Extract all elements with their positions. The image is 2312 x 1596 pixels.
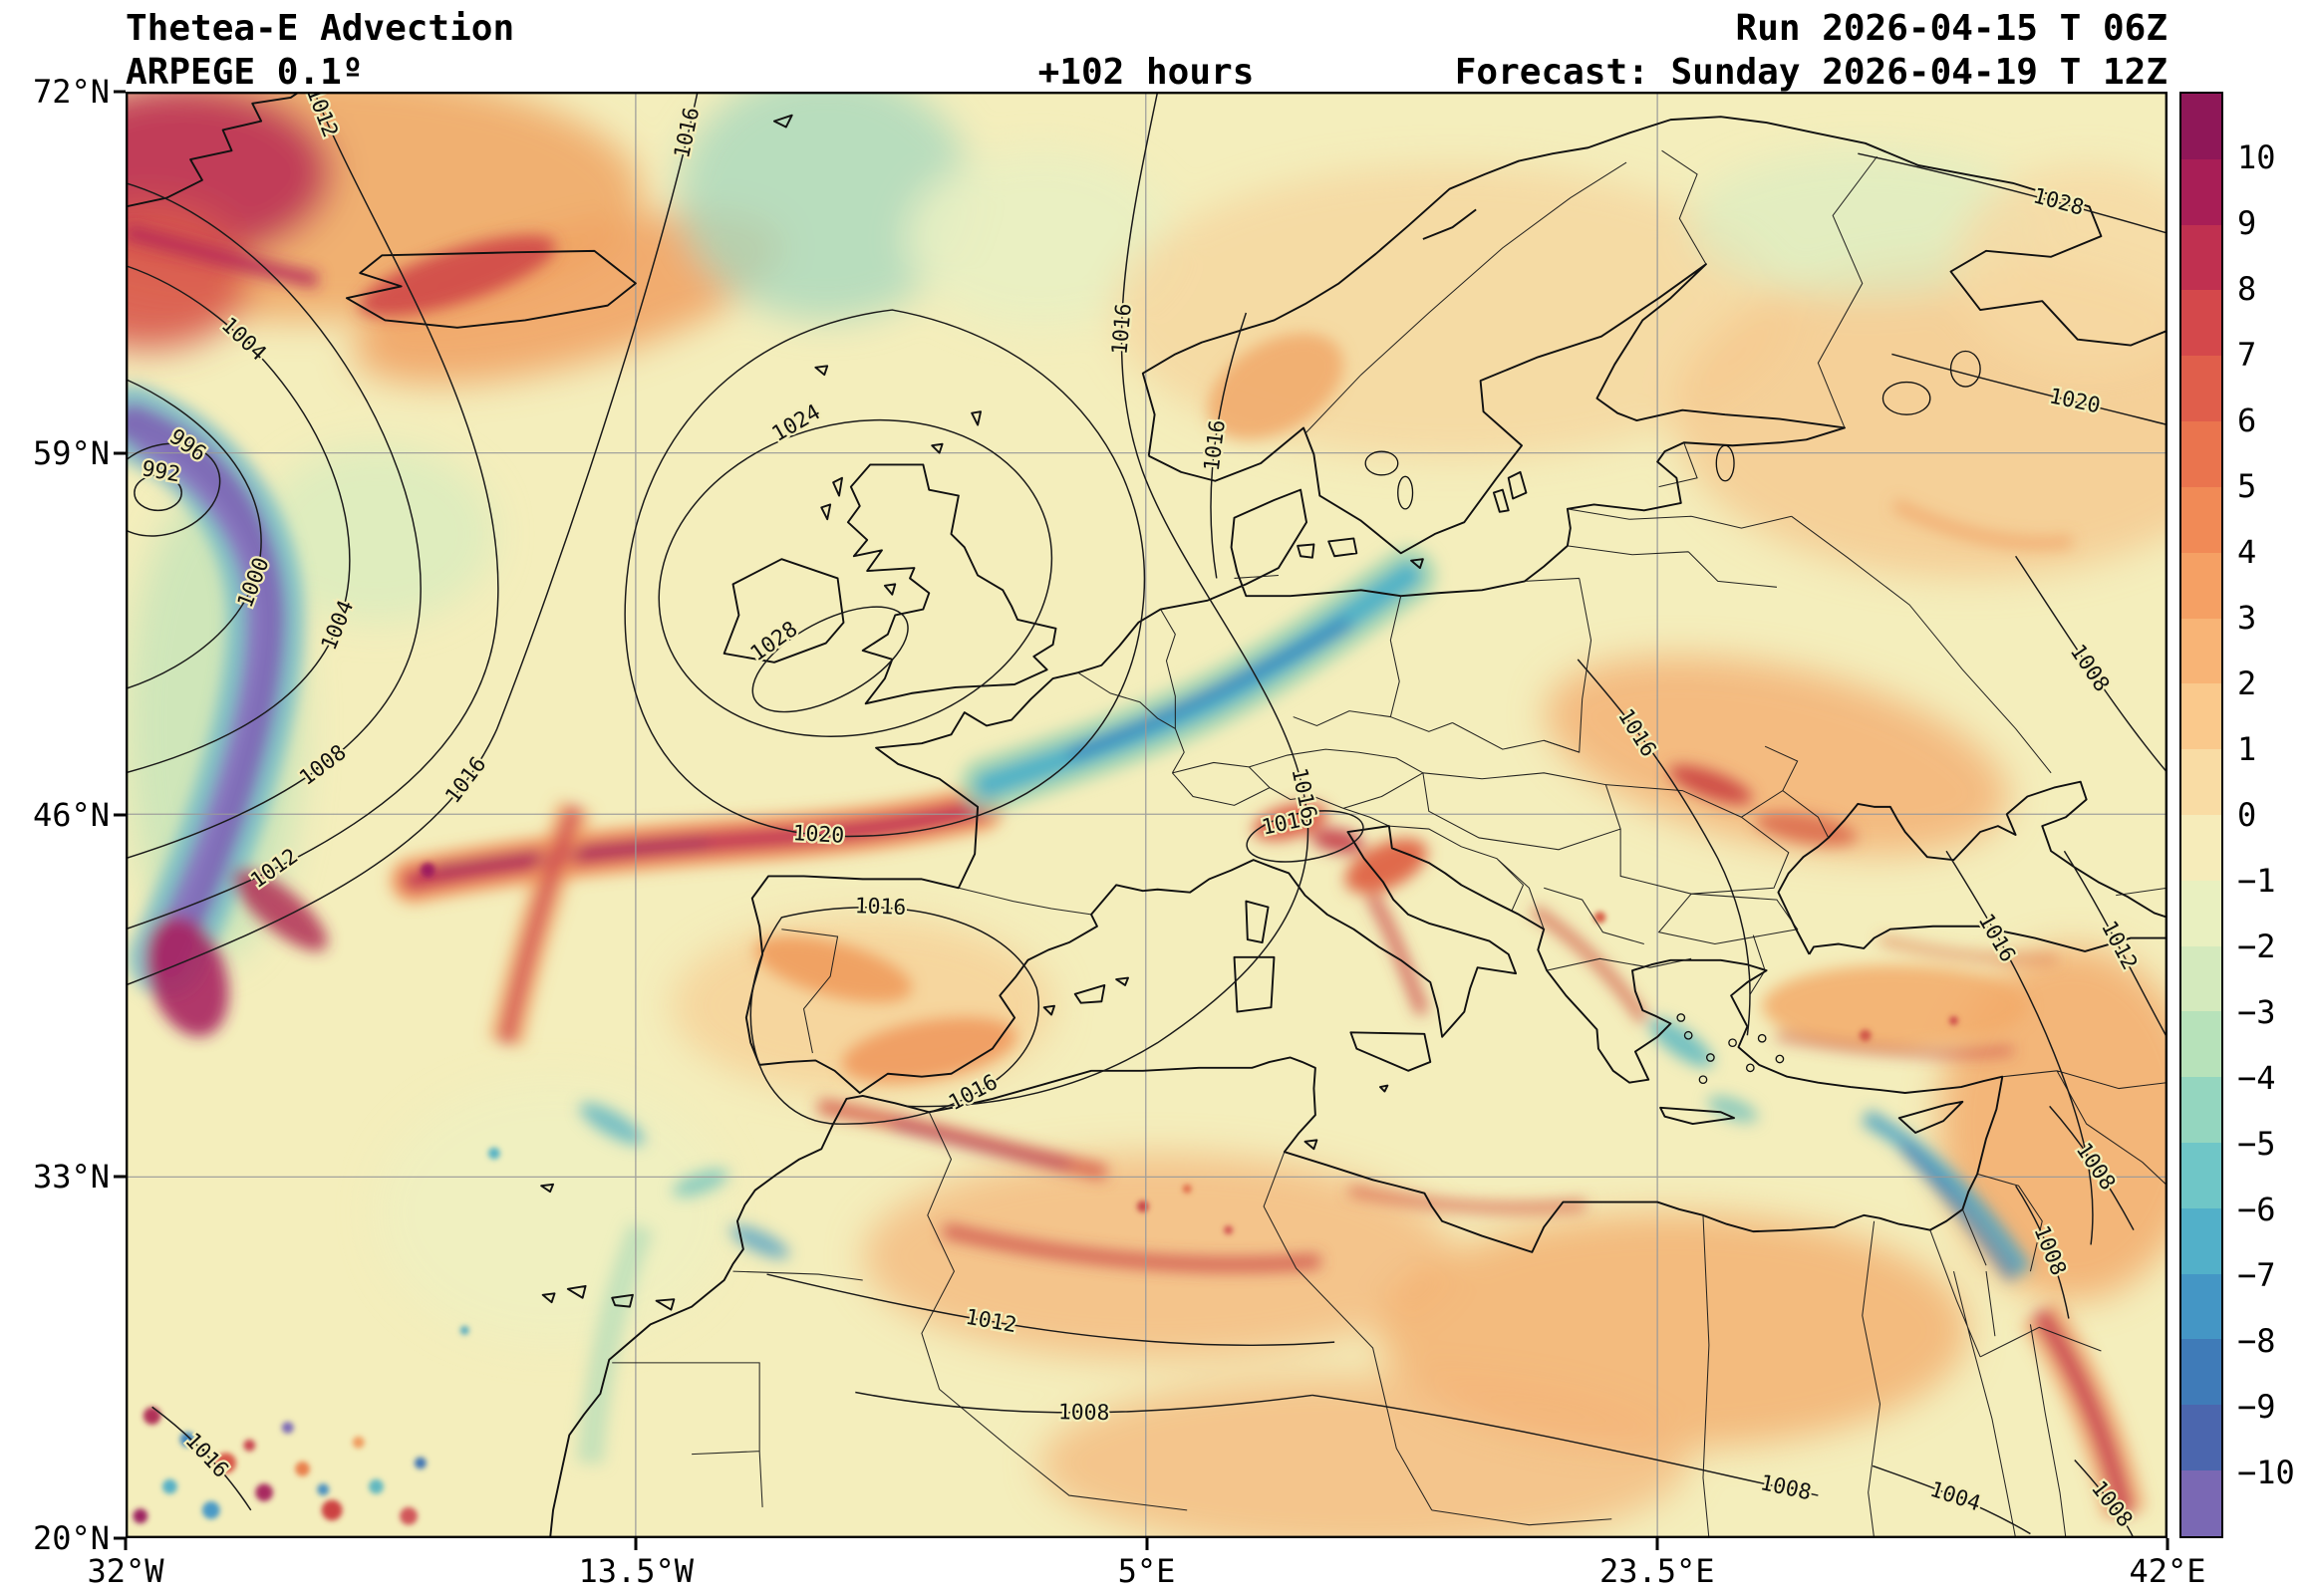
colorbar-tick-label: 6 <box>2237 401 2257 439</box>
colorbar-tick-label: −7 <box>2237 1256 2276 1294</box>
colorbar-tick-label: −5 <box>2237 1125 2276 1163</box>
colorbar-segment <box>2181 1207 2221 1274</box>
colorbar-segment <box>2181 1011 2221 1078</box>
x-axis-tick-mark <box>1655 1538 1659 1550</box>
colorbar-tick-label: 10 <box>2237 138 2276 176</box>
colorbar-tick-label: 7 <box>2237 336 2257 374</box>
contour-label: 1008 <box>1058 1400 1110 1426</box>
colorbar-tick-label: −9 <box>2237 1388 2276 1426</box>
colorbar-segment <box>2181 1077 2221 1143</box>
page-title: Thetea-E Advection <box>126 8 515 49</box>
run-timestamp: Run 2026-04-15 T 06Z <box>1735 8 2168 49</box>
colorbar-segment <box>2181 1273 2221 1340</box>
colorbar-tick-label: 5 <box>2237 467 2257 505</box>
colorbar-segment <box>2181 224 2221 291</box>
contour-label: 1016 <box>1107 302 1136 356</box>
x-axis-tick-mark <box>634 1538 638 1550</box>
contour-label: 1020 <box>792 821 845 849</box>
x-axis-tick-label: 32°W <box>87 1552 164 1590</box>
coastlines <box>126 92 2168 1538</box>
graticule-gridlines <box>126 92 2168 1538</box>
x-axis-tick-label: 13.5°W <box>578 1552 695 1590</box>
colorbar-tick-label: 1 <box>2237 730 2257 768</box>
advection-field <box>126 92 2168 1538</box>
model-subtitle: ARPEGE 0.1º <box>126 52 364 93</box>
isobar-contours <box>126 92 2168 1538</box>
x-axis-tick-mark <box>124 1538 128 1550</box>
colorbar-tick-label: 2 <box>2237 665 2257 702</box>
colorbar-tick-label: 0 <box>2237 796 2257 834</box>
x-axis-tick-label: 42°E <box>2129 1552 2206 1590</box>
y-axis-tick-label: 46°N <box>32 796 110 834</box>
colorbar-tick-label: 9 <box>2237 204 2257 242</box>
colorbar-segment <box>2181 486 2221 553</box>
colorbar-segment <box>2181 945 2221 1012</box>
colorbar-segment <box>2181 1405 2221 1471</box>
colorbar-segment <box>2181 1143 2221 1208</box>
colorbar-segment <box>2181 356 2221 422</box>
x-axis-tick-label: 23.5°E <box>1598 1552 1715 1590</box>
y-axis-tick-label: 20°N <box>32 1519 110 1557</box>
colorbar-tick-label: 8 <box>2237 270 2257 308</box>
y-axis-tick-mark <box>114 1536 126 1540</box>
colorbar-tick-label: −1 <box>2237 862 2276 900</box>
colorbar-tick-label: 4 <box>2237 533 2257 571</box>
map-frame <box>126 92 2168 1538</box>
colorbar-segment <box>2181 290 2221 357</box>
colorbar-tick-label: −6 <box>2237 1191 2276 1228</box>
colorbar-segment <box>2181 880 2221 946</box>
forecast-hour-label: +102 hours <box>1037 52 1255 93</box>
x-axis-tick-label: 5°E <box>1117 1552 1176 1590</box>
y-axis-tick-label: 59°N <box>32 434 110 472</box>
map-plot-area: 1012 1016 1028 1016 1024 1016 1020 1004 996 992 10… <box>126 92 2168 1538</box>
country-borders <box>612 149 2168 1538</box>
colorbar-segment <box>2181 683 2221 750</box>
colorbar-segment <box>2181 814 2221 881</box>
y-axis-tick-mark <box>114 90 126 94</box>
contour-label: 1016 <box>854 894 906 921</box>
colorbar-segment <box>2181 1339 2221 1406</box>
colorbar-tick-label: −8 <box>2237 1322 2276 1360</box>
colorbar-tick-label: −4 <box>2237 1059 2276 1097</box>
colorbar-segment <box>2181 749 2221 815</box>
colorbar-segment <box>2181 1470 2221 1536</box>
y-axis-tick-label: 33°N <box>32 1158 110 1196</box>
colorbar <box>2179 92 2223 1538</box>
y-axis-tick-label: 72°N <box>32 73 110 111</box>
colorbar-segment <box>2181 158 2221 225</box>
y-axis-tick-mark <box>114 1175 126 1179</box>
y-axis-tick-mark <box>114 813 126 817</box>
colorbar-tick-label: −2 <box>2237 928 2276 965</box>
colorbar-tick-label: 3 <box>2237 599 2257 637</box>
x-axis-tick-mark <box>2166 1538 2169 1550</box>
colorbar-segment <box>2181 552 2221 619</box>
colorbar-tick-label: −3 <box>2237 993 2276 1031</box>
colorbar-segment <box>2181 421 2221 487</box>
colorbar-segment <box>2181 618 2221 684</box>
valid-timestamp: Forecast: Sunday 2026-04-19 T 12Z <box>1454 52 2168 93</box>
x-axis-tick-mark <box>1145 1538 1148 1550</box>
y-axis-tick-mark <box>114 451 126 455</box>
colorbar-tick-label: −10 <box>2237 1454 2295 1491</box>
colorbar-segment <box>2181 94 2221 159</box>
